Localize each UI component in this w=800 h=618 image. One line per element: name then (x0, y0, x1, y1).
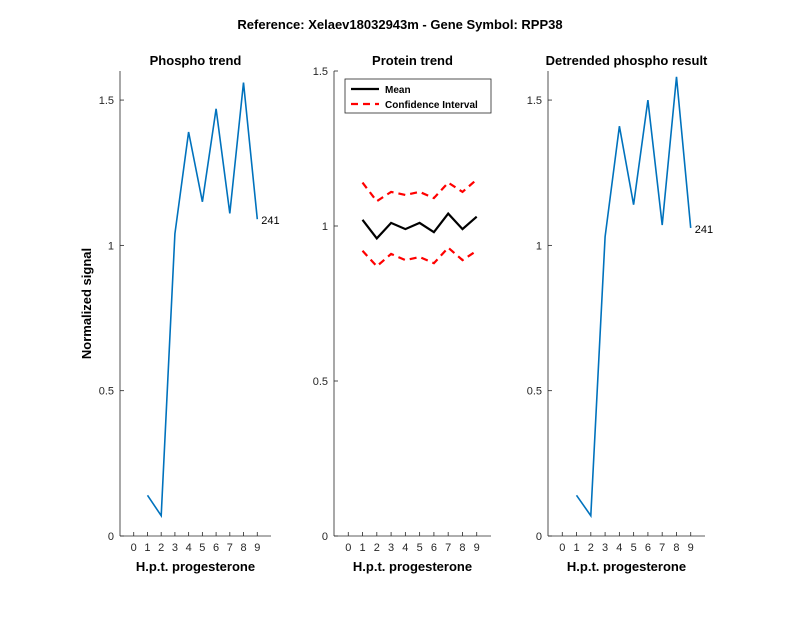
x-tick-label: 6 (213, 542, 219, 554)
x-tick-label: 7 (445, 542, 451, 554)
x-tick-label: 0 (559, 542, 565, 554)
x-tick-label: 5 (631, 542, 637, 554)
x-tick-label: 5 (417, 542, 423, 554)
x-tick-label: 1 (573, 542, 579, 554)
x-tick-label: 0 (131, 542, 137, 554)
x-tick-label: 4 (402, 542, 408, 554)
y-tick-label: 1 (108, 240, 114, 252)
x-tick-label: 8 (459, 542, 465, 554)
x-tick-label: 9 (688, 542, 694, 554)
legend-box (344, 78, 492, 114)
x-tick-label: 3 (388, 542, 394, 554)
point-annotation: 241 (695, 224, 713, 236)
ci-upper-line (361, 178, 478, 203)
x-tick-label: 9 (474, 542, 480, 554)
x-tick-label: 8 (673, 542, 679, 554)
x-tick-label: 0 (345, 542, 351, 554)
chart-title: Phospho trend (150, 53, 242, 68)
x-axis-label: H.p.t. progesterone (353, 559, 472, 574)
x-tick-label: 8 (240, 542, 246, 554)
x-tick-label: 2 (158, 542, 164, 554)
legend-entry-label: Confidence Interval (385, 100, 478, 111)
legend-entry-label: Mean (385, 85, 411, 96)
y-tick-label: 0 (536, 531, 542, 543)
point-annotation: 241 (261, 215, 279, 227)
y-tick-label: 1.5 (313, 66, 328, 78)
x-tick-label: 7 (659, 542, 665, 554)
y-tick-label: 0 (108, 531, 114, 543)
x-tick-label: 1 (144, 542, 150, 554)
y-tick-label: 0.5 (527, 386, 542, 398)
y-tick-label: 1.5 (527, 95, 542, 107)
x-axis-label: H.p.t. progesterone (567, 559, 686, 574)
chart-title: Protein trend (372, 53, 453, 68)
series-line (575, 76, 692, 519)
y-tick-label: 0.5 (313, 376, 328, 388)
y-tick-label: 1.5 (99, 95, 114, 107)
x-tick-label: 3 (602, 542, 608, 554)
x-tick-label: 5 (199, 542, 205, 554)
x-axis-label: H.p.t. progesterone (136, 559, 255, 574)
x-tick-label: 4 (616, 542, 622, 554)
y-tick-label: 0 (322, 531, 328, 543)
y-tick-label: 1 (536, 240, 542, 252)
y-tick-label: 0.5 (99, 386, 114, 398)
x-tick-label: 3 (172, 542, 178, 554)
x-tick-label: 2 (588, 542, 594, 554)
x-tick-label: 7 (227, 542, 233, 554)
figure-title: Reference: Xelaev18032943m - Gene Symbol… (237, 17, 562, 32)
x-tick-label: 9 (254, 542, 260, 554)
series-line (146, 82, 259, 519)
mean-line (361, 211, 478, 241)
x-tick-label: 2 (374, 542, 380, 554)
x-tick-label: 1 (359, 542, 365, 554)
x-tick-label: 4 (186, 542, 192, 554)
x-tick-label: 6 (431, 542, 437, 554)
x-tick-label: 6 (645, 542, 651, 554)
y-axis-label: Normalized signal (79, 248, 94, 359)
legend: Mean Confidence Interval (344, 78, 492, 114)
ci-lower-line (361, 246, 478, 268)
y-tick-label: 1 (322, 221, 328, 233)
chart-title: Detrended phospho result (546, 53, 708, 68)
